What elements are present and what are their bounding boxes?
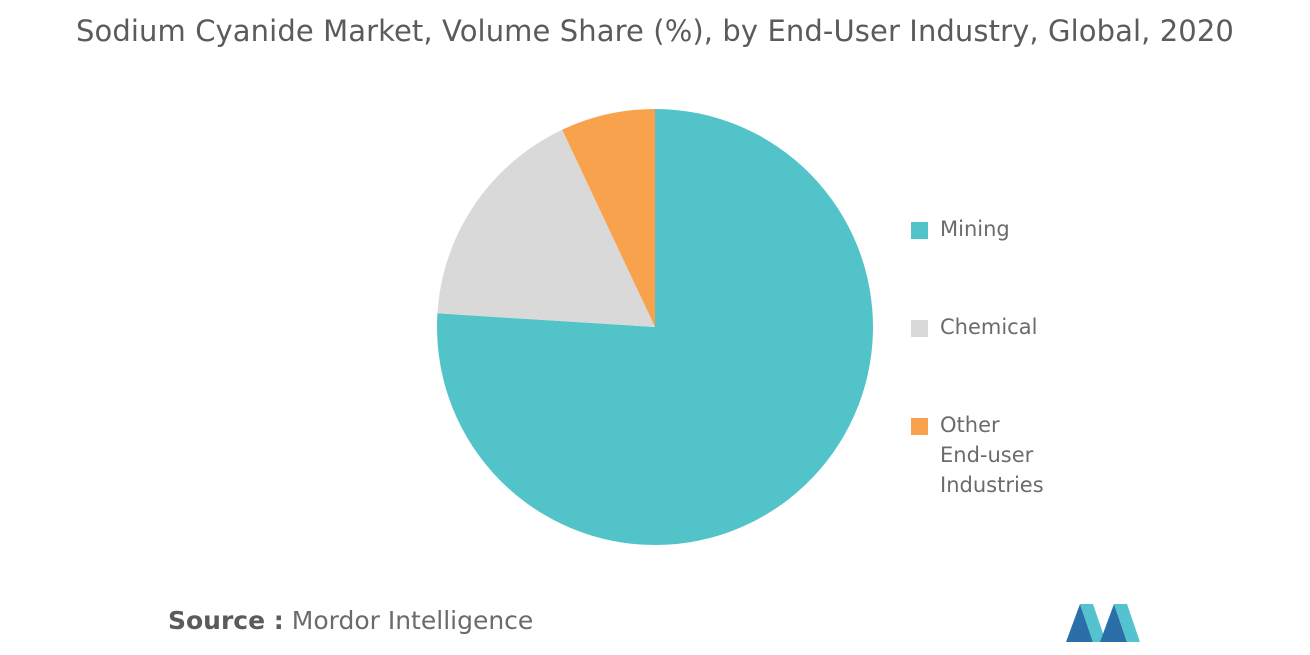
legend-label-chemical: Chemical bbox=[940, 315, 1038, 339]
source-value: Mordor Intelligence bbox=[291, 606, 534, 635]
pie-slice-other-end-user-industries bbox=[562, 109, 655, 327]
legend-label-other: Other End-user Industries bbox=[940, 410, 1060, 500]
pie-slices bbox=[437, 109, 873, 545]
legend-label-other-line-3: Industries bbox=[940, 473, 1044, 497]
legend-item-chemical: Chemical bbox=[911, 312, 1060, 342]
legend-item-other: Other End-user Industries bbox=[911, 410, 1060, 500]
legend-label-mining: Mining bbox=[940, 217, 1010, 241]
legend-label-other-line-2: End-user bbox=[940, 443, 1034, 467]
legend-swatch-other bbox=[911, 418, 928, 435]
source-key: Source : bbox=[168, 606, 284, 635]
mordor-intelligence-logo-icon bbox=[1066, 604, 1140, 642]
legend-label-other-line-1: Other bbox=[940, 413, 1000, 437]
pie-slice-chemical bbox=[437, 129, 655, 327]
legend-item-mining: Mining bbox=[911, 214, 1060, 244]
source-note: Source : Mordor Intelligence bbox=[168, 606, 533, 635]
legend-swatch-mining bbox=[911, 222, 928, 239]
legend-swatch-chemical bbox=[911, 320, 928, 337]
chart-title: Sodium Cyanide Market, Volume Share (%),… bbox=[76, 14, 1234, 48]
